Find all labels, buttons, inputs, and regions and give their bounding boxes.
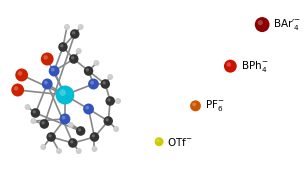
Circle shape — [93, 147, 95, 149]
Circle shape — [64, 24, 70, 30]
Circle shape — [56, 148, 62, 154]
Circle shape — [31, 108, 40, 118]
Circle shape — [116, 99, 118, 101]
Circle shape — [88, 78, 99, 90]
Circle shape — [103, 116, 113, 126]
Circle shape — [18, 71, 22, 76]
Circle shape — [25, 104, 30, 110]
Circle shape — [62, 116, 66, 120]
Circle shape — [42, 145, 44, 147]
Circle shape — [68, 122, 74, 128]
Circle shape — [192, 103, 196, 106]
Circle shape — [95, 61, 97, 63]
Circle shape — [59, 89, 66, 96]
Text: $\mathrm{BPh_4^{-}}$: $\mathrm{BPh_4^{-}}$ — [241, 59, 268, 74]
Circle shape — [255, 17, 270, 32]
Text: $\mathrm{PF_6^{-}}$: $\mathrm{PF_6^{-}}$ — [205, 98, 225, 113]
Circle shape — [47, 132, 56, 142]
Text: $\mathrm{BAr′_4^{-}}$: $\mathrm{BAr′_4^{-}}$ — [274, 17, 302, 32]
Circle shape — [42, 78, 53, 90]
Circle shape — [49, 66, 59, 77]
Circle shape — [26, 105, 28, 107]
Circle shape — [101, 79, 110, 89]
Circle shape — [115, 98, 121, 104]
Circle shape — [77, 49, 79, 51]
Circle shape — [90, 81, 94, 84]
Circle shape — [258, 20, 263, 25]
Circle shape — [32, 119, 34, 121]
Circle shape — [68, 138, 78, 148]
Circle shape — [72, 31, 75, 34]
Circle shape — [42, 121, 45, 125]
Circle shape — [113, 126, 119, 132]
Circle shape — [86, 68, 89, 71]
Circle shape — [77, 149, 79, 151]
Circle shape — [41, 53, 54, 66]
Circle shape — [58, 42, 68, 52]
Circle shape — [69, 54, 79, 64]
Circle shape — [60, 44, 63, 47]
Circle shape — [15, 68, 28, 81]
Circle shape — [90, 132, 99, 142]
Circle shape — [76, 148, 82, 154]
Circle shape — [44, 81, 48, 84]
Circle shape — [156, 139, 160, 142]
Circle shape — [85, 106, 89, 110]
Circle shape — [70, 140, 73, 143]
Circle shape — [14, 86, 18, 91]
Circle shape — [39, 119, 49, 129]
Circle shape — [83, 104, 94, 115]
Circle shape — [107, 74, 113, 80]
Circle shape — [107, 98, 111, 101]
Circle shape — [69, 123, 71, 125]
Circle shape — [78, 128, 81, 132]
Circle shape — [48, 134, 52, 137]
Circle shape — [190, 100, 201, 111]
Circle shape — [92, 134, 95, 137]
Circle shape — [224, 60, 237, 73]
Circle shape — [30, 118, 36, 124]
Circle shape — [108, 75, 111, 77]
Circle shape — [155, 137, 164, 146]
Circle shape — [33, 110, 36, 113]
Circle shape — [91, 146, 97, 152]
Text: $\mathrm{OTf^{-}}$: $\mathrm{OTf^{-}}$ — [168, 136, 193, 148]
Circle shape — [105, 118, 109, 122]
Circle shape — [103, 81, 106, 84]
Circle shape — [76, 126, 85, 136]
Circle shape — [76, 48, 82, 54]
Circle shape — [114, 127, 116, 129]
Circle shape — [226, 62, 231, 67]
Circle shape — [78, 24, 84, 30]
Circle shape — [40, 144, 46, 150]
Circle shape — [43, 55, 48, 60]
Circle shape — [51, 68, 55, 72]
Circle shape — [70, 29, 79, 39]
Circle shape — [84, 66, 93, 76]
Circle shape — [79, 25, 81, 27]
Circle shape — [105, 96, 115, 106]
Circle shape — [94, 60, 99, 66]
Circle shape — [59, 114, 70, 125]
Circle shape — [71, 56, 74, 60]
Circle shape — [56, 85, 74, 105]
Circle shape — [57, 149, 59, 151]
Circle shape — [65, 25, 67, 27]
Circle shape — [11, 84, 24, 97]
